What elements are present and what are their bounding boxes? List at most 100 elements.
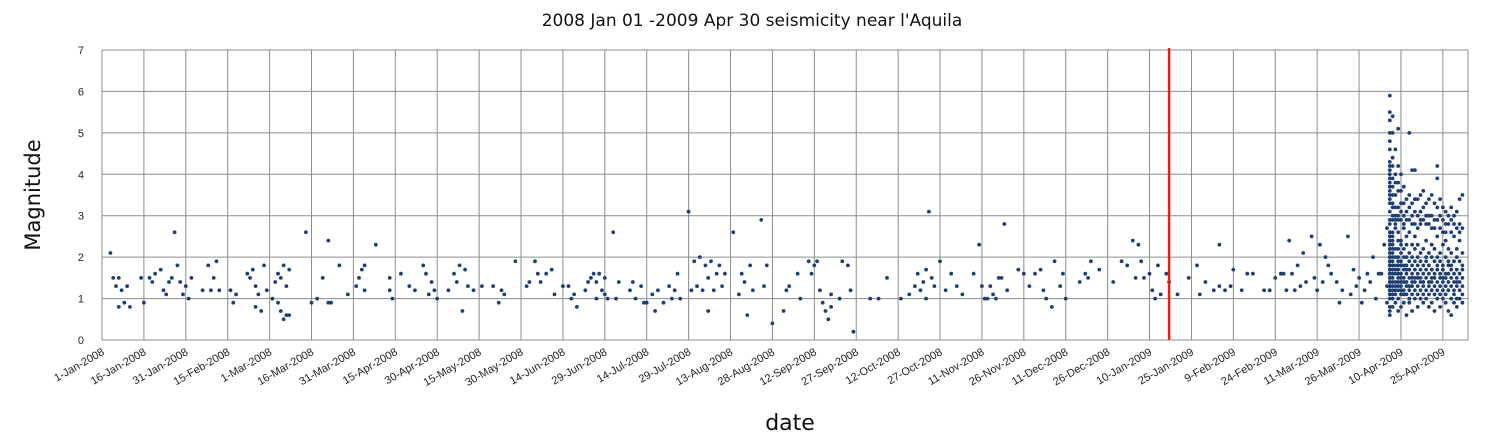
data-point — [899, 296, 903, 301]
data-point — [1432, 201, 1437, 206]
data-point — [1443, 230, 1448, 235]
data-point — [164, 292, 169, 297]
data-point — [1387, 255, 1392, 259]
data-point — [1158, 292, 1163, 297]
data-point — [1387, 305, 1392, 309]
data-point — [1452, 234, 1456, 239]
data-point — [575, 305, 579, 309]
data-point — [1415, 197, 1420, 202]
data-point — [1421, 189, 1426, 193]
data-point — [259, 309, 264, 313]
data-point — [1418, 209, 1423, 214]
data-point — [1284, 288, 1289, 293]
data-point — [1385, 284, 1389, 288]
data-point — [1452, 259, 1456, 264]
data-point — [644, 300, 649, 305]
data-point — [1454, 296, 1459, 301]
data-point — [1382, 242, 1387, 247]
data-point — [1441, 263, 1445, 268]
data-point — [1424, 259, 1428, 264]
data-point — [1231, 267, 1236, 272]
data-point — [264, 288, 269, 293]
data-point — [1393, 226, 1398, 231]
data-point — [1435, 234, 1440, 239]
data-point — [697, 255, 702, 259]
data-point — [1404, 292, 1409, 297]
data-point — [1427, 222, 1431, 226]
data-point — [1407, 259, 1412, 264]
data-point — [994, 296, 998, 301]
data-point — [1438, 197, 1442, 202]
data-point — [594, 280, 599, 284]
data-point — [748, 263, 752, 268]
data-point — [1401, 247, 1406, 251]
data-point — [1396, 230, 1401, 235]
data-point — [1387, 193, 1392, 197]
data-point — [169, 276, 174, 280]
data-point — [1390, 288, 1395, 293]
data-point — [868, 296, 873, 301]
data-point — [1390, 280, 1395, 284]
data-point — [1393, 180, 1398, 185]
data-point — [1348, 292, 1353, 297]
data-point — [1413, 209, 1417, 214]
data-point — [1427, 305, 1431, 309]
data-point — [284, 284, 289, 288]
data-point — [1049, 305, 1054, 309]
data-point — [429, 280, 434, 284]
data-point — [287, 313, 292, 317]
data-point — [1424, 213, 1428, 218]
data-point — [119, 288, 124, 293]
data-point — [1387, 242, 1392, 247]
data-point — [1401, 292, 1406, 297]
data-point — [1443, 222, 1448, 226]
data-point — [561, 284, 565, 288]
data-point — [703, 263, 708, 268]
data-point — [1413, 222, 1417, 226]
data-point — [527, 280, 532, 284]
data-point — [913, 284, 917, 288]
data-point — [1387, 160, 1392, 164]
data-point — [1147, 271, 1152, 276]
data-point — [1401, 300, 1406, 305]
data-point — [1443, 209, 1448, 214]
data-point — [1432, 284, 1437, 288]
y-axis-label: Magnitude — [21, 139, 45, 250]
data-point — [1404, 267, 1409, 272]
data-point — [929, 276, 934, 280]
data-point — [496, 300, 501, 305]
data-point — [1410, 213, 1414, 218]
data-point — [1399, 189, 1403, 193]
data-point — [927, 209, 931, 214]
data-point — [1390, 267, 1395, 272]
data-point — [1396, 276, 1401, 280]
data-point — [739, 271, 744, 276]
data-point — [678, 296, 683, 301]
data-point — [996, 276, 1001, 280]
data-point — [1083, 271, 1088, 276]
data-point — [1041, 288, 1046, 293]
data-point — [1407, 205, 1412, 210]
data-point — [1435, 255, 1440, 259]
data-point — [1125, 263, 1130, 268]
data-point — [1387, 309, 1392, 313]
data-point — [1435, 288, 1440, 293]
data-point — [1396, 189, 1401, 193]
data-point — [1460, 251, 1465, 255]
data-point — [1438, 276, 1442, 280]
data-point — [1446, 309, 1451, 313]
data-point — [611, 230, 616, 235]
data-point — [597, 271, 602, 276]
data-point — [362, 288, 367, 293]
data-point — [345, 292, 350, 297]
data-point — [326, 300, 331, 305]
data-point — [217, 288, 222, 293]
data-point — [999, 276, 1004, 280]
data-point — [1387, 147, 1392, 152]
data-point — [605, 296, 610, 301]
data-point — [116, 305, 121, 309]
data-point — [1399, 251, 1403, 255]
data-point — [1427, 251, 1431, 255]
data-point — [1393, 172, 1398, 177]
data-point — [1399, 288, 1403, 293]
